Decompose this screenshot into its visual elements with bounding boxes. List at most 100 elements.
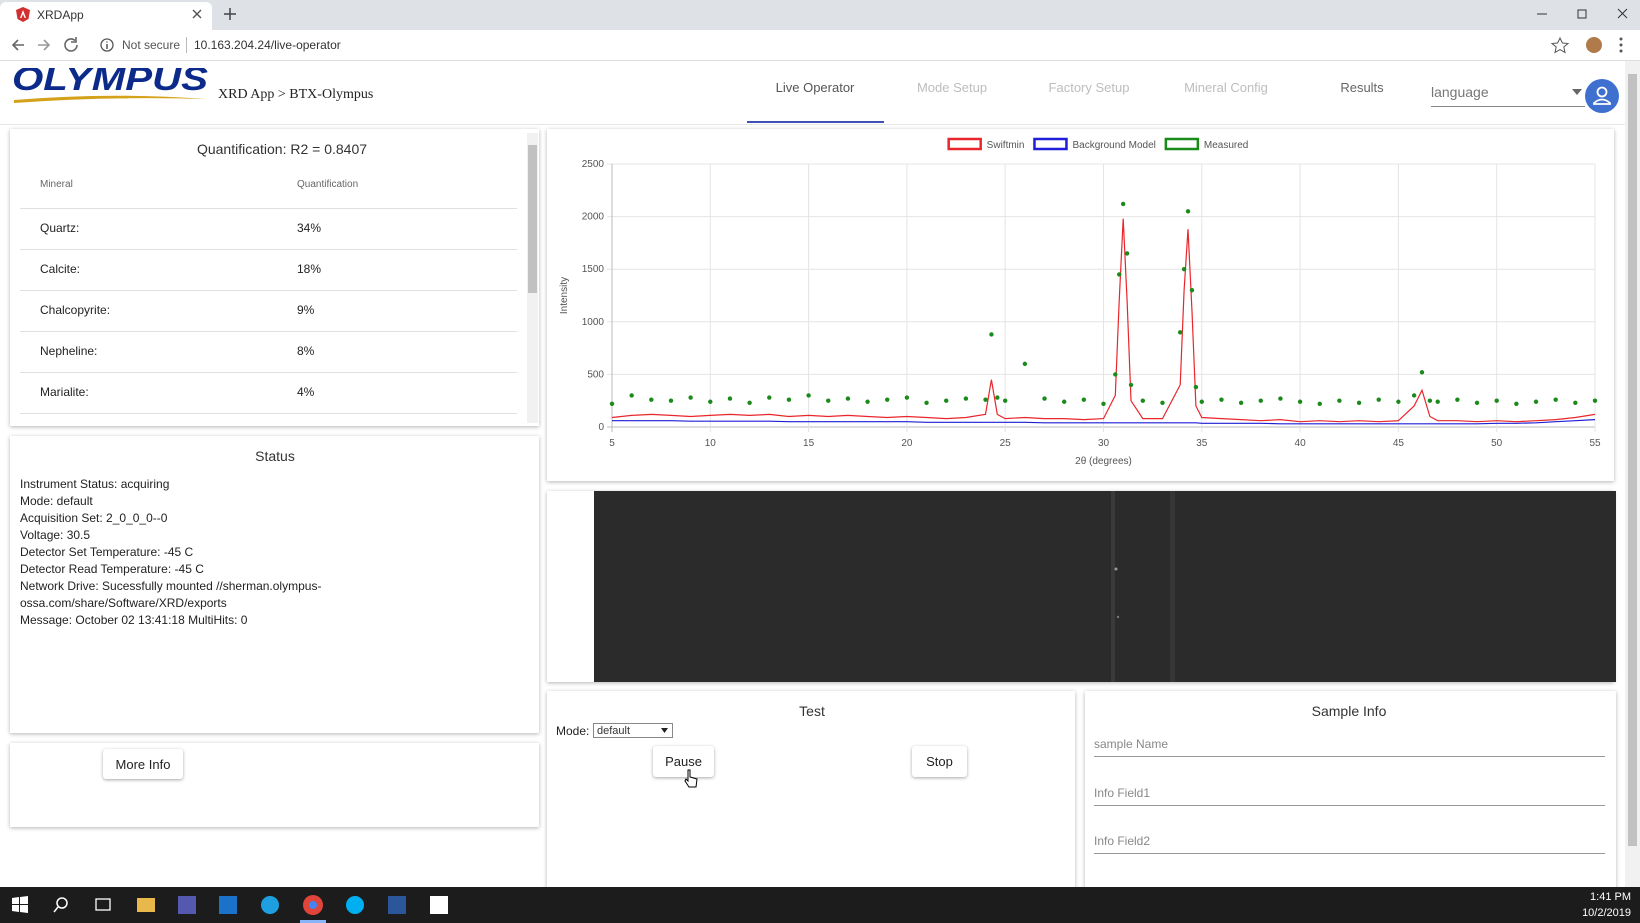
data-point <box>1140 398 1146 403</box>
data-point <box>995 395 1000 400</box>
detector-image <box>594 491 1616 682</box>
row-divider <box>20 290 517 291</box>
text-field[interactable]: Info Field1 <box>1094 786 1605 806</box>
select-arrow <box>1572 89 1582 95</box>
text-field[interactable]: sample Name <box>1094 737 1605 757</box>
data-point <box>1278 396 1283 401</box>
row-divider <box>20 249 517 250</box>
data-point <box>1128 382 1134 388</box>
status-line: Message: October 02 13:41:18 MultiHits: … <box>20 613 248 627</box>
separator <box>186 37 187 53</box>
data-point <box>1199 399 1204 404</box>
y-tick-label: 1000 <box>582 317 605 328</box>
data-point <box>1533 399 1539 404</box>
url[interactable]: 10.163.204.24/live-operator <box>194 38 341 52</box>
stop-button[interactable]: Stop <box>912 746 967 777</box>
mode-select[interactable]: default <box>593 723 673 738</box>
data-point <box>1185 209 1191 214</box>
x-tick-label: 55 <box>1589 438 1601 449</box>
data-point <box>826 398 831 403</box>
new-tab[interactable] <box>224 8 236 20</box>
more-info-panel <box>10 743 539 827</box>
logo-text: OLYMPUS <box>12 68 208 97</box>
tab-close[interactable] <box>192 9 202 19</box>
series-line <box>612 419 1596 425</box>
scroll-thumb[interactable] <box>528 145 537 293</box>
data-point <box>1435 399 1440 404</box>
data-point <box>1396 399 1401 404</box>
data-point <box>904 395 910 400</box>
status-lines: Instrument Status: acquiring Mode: defaul… <box>20 476 350 629</box>
nav-tab[interactable]: Mineral Config <box>1184 80 1268 95</box>
data-point <box>747 400 752 406</box>
data-point <box>1193 384 1199 390</box>
data-point <box>609 401 615 407</box>
data-point <box>1258 398 1263 403</box>
user-button[interactable] <box>1584 78 1620 114</box>
nav-tab[interactable]: Live Operator <box>775 80 855 95</box>
data-point <box>1081 397 1087 402</box>
data-point <box>727 396 733 401</box>
data-point <box>1101 401 1106 407</box>
data-point <box>1160 400 1165 406</box>
legend-label: Swiftmin <box>987 140 1025 151</box>
panel-title: Test <box>799 703 825 719</box>
x-tick-label: 30 <box>1098 438 1110 449</box>
header-divider <box>0 124 1625 125</box>
pause-button[interactable]: Pause <box>653 746 714 777</box>
legend-label: Background Model <box>1072 140 1155 151</box>
nav-tab[interactable]: Results <box>1340 80 1384 95</box>
x-tick-label: 40 <box>1295 438 1307 449</box>
x-tick-label: 20 <box>901 438 913 449</box>
nav-tab[interactable]: Factory Setup <box>1048 80 1130 95</box>
data-point <box>885 397 890 402</box>
info-icon[interactable] <box>100 38 114 52</box>
sample-info-panel <box>1085 691 1616 891</box>
data-point <box>649 397 654 402</box>
taskbar-icons[interactable] <box>0 887 460 923</box>
window-controls[interactable] <box>1530 6 1630 22</box>
y-tick-label: 2000 <box>582 212 605 223</box>
data-point <box>1113 372 1118 377</box>
row-divider <box>20 331 517 332</box>
status-line: Mode: default <box>20 494 93 508</box>
mineral-amount: 9% <box>297 303 315 317</box>
status-line: Acquisition Set: 2_0_0_0--0 <box>20 511 168 525</box>
row-divider <box>20 413 517 414</box>
data-point <box>1238 400 1244 406</box>
data-point <box>688 395 693 400</box>
panel-title: Sample Info <box>1311 703 1387 719</box>
data-point <box>1573 400 1578 406</box>
breadcrumb: XRD App > BTX-Olympus <box>218 87 374 102</box>
data-point <box>924 400 929 406</box>
data-point <box>1003 398 1008 403</box>
data-point <box>1022 361 1028 367</box>
nav-tab[interactable]: Mode Setup <box>916 80 988 95</box>
more-info-button[interactable]: More Info <box>103 749 183 779</box>
x-axis-label: 2θ (degrees) <box>1075 456 1132 467</box>
data-point <box>1177 330 1183 335</box>
status-panel <box>10 436 539 733</box>
data-point <box>944 398 949 403</box>
tab[interactable] <box>0 2 212 30</box>
language-select[interactable]: language <box>1431 84 1585 107</box>
select-arrow <box>661 728 668 733</box>
browser-icons[interactable] <box>1550 35 1630 55</box>
status-line: Network Drive: Sucessfully mounted //she… <box>20 579 322 610</box>
text-field[interactable]: Info Field2 <box>1094 834 1605 854</box>
mineral-name: Chalcopyrite: <box>40 303 111 317</box>
chart: 0 500 1000 1500 2000 2500 5 10 15 20 25 30 35 40 45 50 5… <box>559 137 1601 467</box>
active-tab-indicator <box>747 121 884 123</box>
nav-buttons[interactable] <box>10 36 80 54</box>
data-point <box>1455 397 1460 402</box>
test-panel <box>547 691 1075 891</box>
status-line: Instrument Status: acquiring <box>20 477 170 491</box>
security-label: Not secure <box>122 38 181 52</box>
page-scroll-thumb[interactable] <box>1628 74 1637 846</box>
x-tick-label: 45 <box>1393 438 1405 449</box>
legend-swatch <box>947 137 982 151</box>
data-point <box>708 399 713 404</box>
data-point <box>865 399 870 404</box>
data-point <box>1117 272 1122 277</box>
